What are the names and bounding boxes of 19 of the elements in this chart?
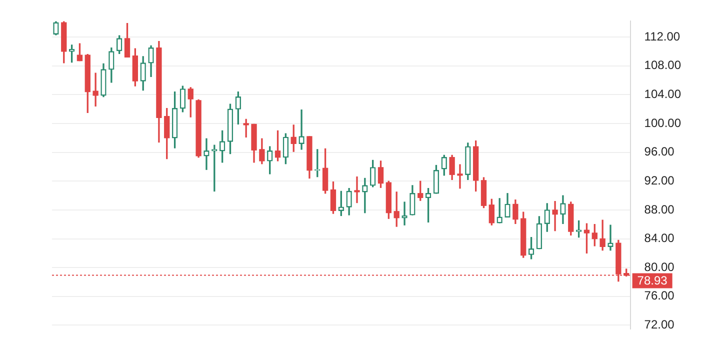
y-tick-label: 96.00 xyxy=(644,144,675,159)
y-tick-label: 92.00 xyxy=(644,173,675,188)
y-tick-label: 100.00 xyxy=(644,116,682,130)
y-tick-label: 112.00 xyxy=(644,29,680,44)
y-tick-label: 88.00 xyxy=(644,202,675,216)
y-tick-label: 80.00 xyxy=(644,260,675,274)
ref-line-label: 78.93 xyxy=(637,274,668,288)
y-tick-label: 76.00 xyxy=(644,288,675,303)
candlestick xyxy=(608,224,614,251)
candlestick xyxy=(204,138,210,170)
candlestick xyxy=(354,176,360,204)
candlestick xyxy=(298,109,304,150)
candlestick xyxy=(457,164,463,189)
candlestick xyxy=(92,72,98,107)
candlestick xyxy=(552,200,558,232)
y-tick-label: 72.00 xyxy=(644,318,675,332)
y-tick-label: 104.00 xyxy=(644,86,682,101)
y-tick-label: 108.00 xyxy=(644,58,682,72)
y-tick-label: 84.00 xyxy=(644,231,675,246)
